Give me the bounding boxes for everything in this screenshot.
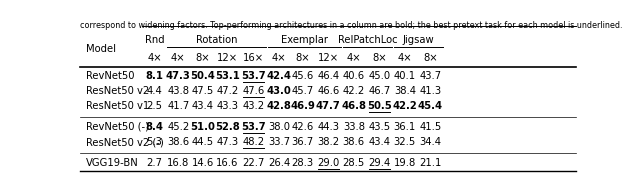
Text: 43.3: 43.3 (216, 101, 238, 111)
Text: 42.4: 42.4 (266, 71, 291, 81)
Text: 43.8: 43.8 (167, 86, 189, 96)
Text: Exemplar: Exemplar (281, 35, 328, 45)
Text: 40.6: 40.6 (343, 71, 365, 81)
Text: 33.7: 33.7 (268, 137, 290, 147)
Text: 29.4: 29.4 (368, 158, 390, 168)
Text: 38.0: 38.0 (268, 122, 290, 132)
Text: 38.2: 38.2 (317, 137, 339, 147)
Text: 50.4: 50.4 (190, 71, 215, 81)
Text: 44.3: 44.3 (317, 122, 339, 132)
Text: 5.3: 5.3 (147, 137, 163, 147)
Text: 51.0: 51.0 (190, 122, 215, 132)
Text: 50.5: 50.5 (367, 101, 392, 111)
Text: 47.3: 47.3 (166, 71, 191, 81)
Text: 46.9: 46.9 (291, 101, 315, 111)
Text: 16.8: 16.8 (167, 158, 189, 168)
Text: 4×: 4× (346, 53, 361, 63)
Text: VGG19-BN: VGG19-BN (86, 158, 139, 168)
Text: 8.1: 8.1 (145, 71, 163, 81)
Text: 14.6: 14.6 (191, 158, 214, 168)
Text: 12×: 12× (217, 53, 238, 63)
Text: Model: Model (86, 44, 116, 54)
Text: 45.0: 45.0 (368, 71, 390, 81)
Text: 38.6: 38.6 (343, 137, 365, 147)
Text: 4×: 4× (397, 53, 412, 63)
Text: 34.4: 34.4 (419, 137, 442, 147)
Text: 41.7: 41.7 (167, 101, 189, 111)
Text: 53.7: 53.7 (241, 122, 266, 132)
Text: 43.4: 43.4 (369, 137, 390, 147)
Text: 44.5: 44.5 (191, 137, 214, 147)
Text: 41.3: 41.3 (419, 86, 442, 96)
Text: 38.6: 38.6 (167, 137, 189, 147)
Text: 38.4: 38.4 (394, 86, 416, 96)
Text: 47.7: 47.7 (316, 101, 340, 111)
Text: 16×: 16× (243, 53, 264, 63)
Text: RelPatchLoc: RelPatchLoc (338, 35, 397, 45)
Text: 47.2: 47.2 (216, 86, 239, 96)
Text: 45.2: 45.2 (167, 122, 189, 132)
Text: 46.7: 46.7 (368, 86, 390, 96)
Text: 2.5: 2.5 (147, 101, 163, 111)
Text: 19.8: 19.8 (394, 158, 416, 168)
Text: 21.1: 21.1 (419, 158, 442, 168)
Text: 47.3: 47.3 (216, 137, 238, 147)
Text: ResNet50 v2 (-): ResNet50 v2 (-) (86, 137, 164, 147)
Text: 8×: 8× (296, 53, 310, 63)
Text: 53.1: 53.1 (215, 71, 240, 81)
Text: 8×: 8× (423, 53, 438, 63)
Text: 28.3: 28.3 (292, 158, 314, 168)
Text: 4×: 4× (147, 53, 162, 63)
Text: 48.2: 48.2 (243, 137, 264, 147)
Text: 47.6: 47.6 (242, 86, 264, 96)
Text: correspond to widening factors. Top-performing architectures in a column are bol: correspond to widening factors. Top-perf… (80, 21, 623, 30)
Text: 26.4: 26.4 (268, 158, 290, 168)
Text: 2.7: 2.7 (147, 158, 163, 168)
Text: 43.4: 43.4 (191, 101, 214, 111)
Text: 42.2: 42.2 (392, 101, 417, 111)
Text: 42.2: 42.2 (342, 86, 365, 96)
Text: 43.2: 43.2 (243, 101, 264, 111)
Text: 46.8: 46.8 (341, 101, 366, 111)
Text: 8×: 8× (372, 53, 387, 63)
Text: 36.7: 36.7 (292, 137, 314, 147)
Text: Jigsaw: Jigsaw (403, 35, 435, 45)
Text: 32.5: 32.5 (394, 137, 416, 147)
Text: RevNet50: RevNet50 (86, 71, 134, 81)
Text: 45.4: 45.4 (418, 101, 443, 111)
Text: 46.6: 46.6 (317, 86, 339, 96)
Text: 45.6: 45.6 (292, 71, 314, 81)
Text: ResNet50 v2: ResNet50 v2 (86, 86, 149, 96)
Text: 42.6: 42.6 (292, 122, 314, 132)
Text: 46.4: 46.4 (317, 71, 339, 81)
Text: 42.8: 42.8 (266, 101, 291, 111)
Text: 53.7: 53.7 (241, 71, 266, 81)
Text: Rnd: Rnd (145, 35, 164, 45)
Text: 12×: 12× (317, 53, 339, 63)
Text: 29.0: 29.0 (317, 158, 339, 168)
Text: 36.1: 36.1 (394, 122, 416, 132)
Text: Rotation: Rotation (196, 35, 237, 45)
Text: RevNet50 (-): RevNet50 (-) (86, 122, 149, 132)
Text: ResNet50 v1: ResNet50 v1 (86, 101, 149, 111)
Text: 4×: 4× (271, 53, 286, 63)
Text: 4×: 4× (171, 53, 186, 63)
Text: 4.4: 4.4 (147, 86, 163, 96)
Text: 40.1: 40.1 (394, 71, 416, 81)
Text: 8.4: 8.4 (145, 122, 163, 132)
Text: 45.7: 45.7 (292, 86, 314, 96)
Text: 8×: 8× (195, 53, 210, 63)
Text: 43.0: 43.0 (266, 86, 291, 96)
Text: 43.7: 43.7 (419, 71, 442, 81)
Text: 52.8: 52.8 (215, 122, 240, 132)
Text: 22.7: 22.7 (242, 158, 264, 168)
Text: 43.5: 43.5 (368, 122, 390, 132)
Text: 28.5: 28.5 (342, 158, 365, 168)
Text: 33.8: 33.8 (343, 122, 365, 132)
Text: 16.6: 16.6 (216, 158, 239, 168)
Text: 41.5: 41.5 (419, 122, 442, 132)
Text: 47.5: 47.5 (191, 86, 214, 96)
